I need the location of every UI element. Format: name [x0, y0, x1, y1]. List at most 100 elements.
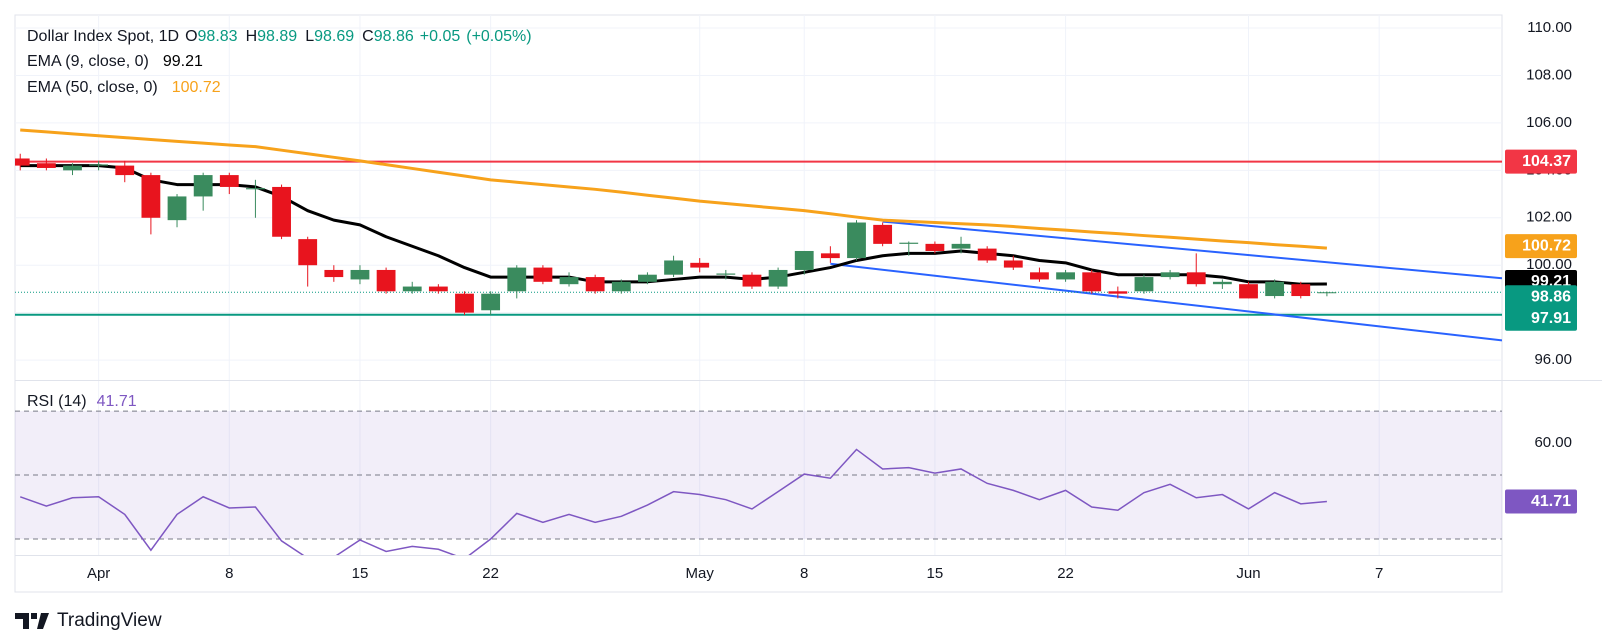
stat-label: C [362, 28, 374, 45]
candle-body [899, 242, 919, 244]
rsi-pane [15, 381, 1502, 555]
series-name: RSI (14) [27, 393, 87, 410]
candle-body [376, 269, 396, 292]
candle-body [768, 269, 788, 287]
y-tick-label: 106.00 [1526, 114, 1572, 131]
candle-body [507, 267, 527, 292]
last-price-badge [1505, 285, 1577, 310]
candle-body [402, 286, 422, 292]
candle-body [664, 260, 683, 275]
series-value: 100.72 [171, 79, 221, 96]
price-pane [15, 15, 1502, 380]
price-badge-label: 97.91 [1531, 310, 1571, 327]
candle-body [559, 277, 579, 285]
y-tick-label: 102.00 [1526, 209, 1572, 226]
stat: H98.89 [246, 28, 298, 46]
x-tick-label: 8 [225, 565, 233, 582]
candle-body [115, 165, 135, 176]
price-badge [1505, 149, 1577, 174]
candle-body [585, 277, 605, 292]
y-tick-label: 110.00 [1527, 19, 1572, 36]
rsi-badge [1505, 489, 1577, 514]
legend-rsi: RSI (14) 41.71 [27, 393, 137, 411]
stat: O98.83 [185, 28, 238, 46]
x-tick-label: Jun [1236, 565, 1260, 582]
candle-body [820, 253, 840, 259]
ohlc: O98.83 H98.89 L98.69 C98.86 [185, 28, 414, 46]
stat-value: 98.86 [373, 28, 414, 45]
candle-body [1056, 272, 1075, 280]
candle-body [873, 224, 893, 244]
x-tick-label: 15 [927, 565, 944, 582]
symbol: Dollar Index Spot, 1D [27, 28, 180, 45]
candle-body [167, 196, 187, 221]
candle-body [298, 239, 318, 266]
stat-value: 98.83 [197, 28, 238, 45]
x-tick-label: Apr [87, 565, 110, 582]
x-tick-label: May [686, 565, 715, 582]
brand-name: TradingView [57, 610, 162, 631]
series-value: 41.71 [96, 393, 137, 410]
legend-main: Dollar Index Spot, 1D O98.83 H98.89 L98.69… [27, 28, 532, 46]
axes: Apr81522May81522Jun796.0098.00100.00102.… [87, 19, 1577, 582]
candle-body [716, 273, 736, 275]
brand-logo [15, 613, 49, 629]
candle-body [15, 158, 30, 166]
candle-body [89, 164, 109, 166]
y-tick-label: 100.00 [1526, 256, 1572, 273]
trend-line [882, 220, 1502, 280]
x-tick-label: 15 [352, 565, 369, 582]
y-tick-label: 60.00 [1534, 434, 1572, 451]
candle-body [638, 274, 657, 282]
candle-body [324, 269, 344, 278]
candle-body [63, 165, 82, 171]
candle-body [272, 186, 291, 237]
candle-body [455, 293, 474, 313]
candle-body [847, 222, 866, 259]
price-badge-label: 104.37 [1522, 153, 1571, 170]
stat-label: O [185, 28, 198, 45]
ema-badge-label: 100.72 [1522, 237, 1571, 254]
change: +0.05 [419, 28, 461, 45]
candle-body [1317, 292, 1337, 294]
change-pct: (+0.05%) [466, 28, 532, 45]
candle-body [141, 175, 161, 218]
series-value: 99.21 [162, 53, 203, 70]
candle-body [794, 250, 814, 270]
candle-body [742, 274, 762, 287]
candle-body [1134, 277, 1154, 292]
candle-body [690, 262, 710, 268]
x-tick-label: 8 [800, 565, 808, 582]
candle-body [951, 243, 971, 249]
brand: TradingView [15, 610, 162, 632]
series-name: EMA (9, close, 0) [27, 53, 149, 70]
stat: C98.86 [362, 28, 414, 46]
stat-label: H [245, 28, 258, 45]
stat: L98.69 [305, 28, 354, 46]
candle-body [1003, 260, 1023, 268]
price-badge [1505, 306, 1577, 331]
candle-body [428, 286, 448, 292]
ema-badge [1505, 234, 1577, 259]
series-name: EMA (50, close, 0) [27, 79, 158, 96]
candle-body [36, 163, 56, 168]
candle-body [1030, 272, 1049, 280]
stat-label: L [305, 28, 315, 45]
frame [14, 14, 1503, 593]
candle-body [350, 269, 370, 280]
stat-value: 98.69 [314, 28, 355, 45]
candle-body [1160, 272, 1180, 278]
candle-body [611, 281, 631, 292]
candle-body [1239, 284, 1258, 299]
candle-body [219, 175, 239, 187]
candle-body [1082, 272, 1102, 292]
candle-body [481, 293, 501, 311]
trend-line [830, 262, 1502, 342]
legend-ema9: EMA (9, close, 0) 99.21 [27, 53, 203, 71]
y-tick-label: 96.00 [1534, 351, 1572, 368]
last-price-badge-label: 98.86 [1531, 288, 1571, 305]
y-tick-label: 108.00 [1526, 66, 1572, 83]
rsi-badge-label: 41.71 [1531, 493, 1571, 510]
legend-ema50: EMA (50, close, 0) 100.72 [27, 79, 221, 97]
